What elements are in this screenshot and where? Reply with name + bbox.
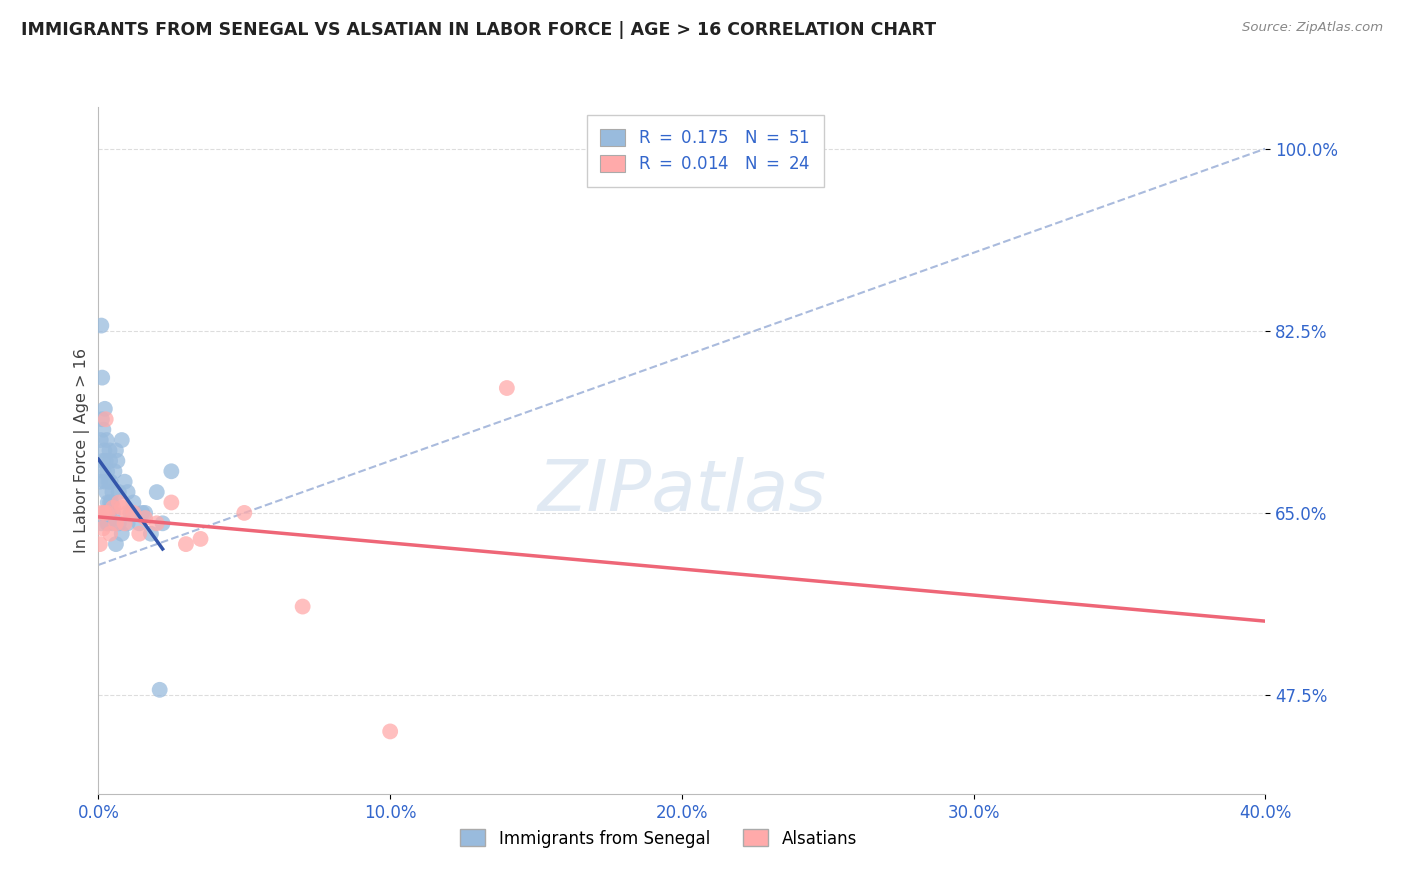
Point xyxy=(90,506,112,520)
Point xyxy=(98,506,121,520)
Point xyxy=(89,475,111,489)
Point xyxy=(97,516,120,531)
Point xyxy=(96,506,118,520)
Point xyxy=(96,433,118,447)
Point xyxy=(96,516,118,531)
Point xyxy=(114,516,136,531)
Point xyxy=(100,475,122,489)
Point xyxy=(190,532,212,546)
Point xyxy=(139,526,162,541)
Point xyxy=(98,443,121,458)
Point xyxy=(149,682,172,697)
Point xyxy=(93,443,115,458)
Point xyxy=(89,537,111,551)
Point xyxy=(93,423,115,437)
Point xyxy=(117,485,139,500)
Point xyxy=(94,475,117,489)
Point xyxy=(93,506,115,520)
Point xyxy=(111,526,134,541)
Point xyxy=(114,475,136,489)
Point xyxy=(108,485,131,500)
Point xyxy=(94,454,117,468)
Point xyxy=(91,370,114,384)
Point xyxy=(146,485,169,500)
Point xyxy=(103,464,125,478)
Point xyxy=(90,516,112,531)
Point xyxy=(93,464,115,478)
Point xyxy=(90,412,112,426)
Point xyxy=(160,495,183,509)
Point xyxy=(233,506,256,520)
Point xyxy=(97,475,120,489)
Point xyxy=(111,500,134,515)
Point xyxy=(291,599,314,614)
Point xyxy=(122,506,145,520)
Point xyxy=(380,724,402,739)
Y-axis label: In Labor Force | Age > 16: In Labor Force | Age > 16 xyxy=(75,348,90,553)
Point xyxy=(98,526,121,541)
Point xyxy=(128,526,150,541)
Point xyxy=(117,506,139,520)
Point xyxy=(91,454,114,468)
Text: IMMIGRANTS FROM SENEGAL VS ALSATIAN IN LABOR FORCE | AGE > 16 CORRELATION CHART: IMMIGRANTS FROM SENEGAL VS ALSATIAN IN L… xyxy=(21,21,936,39)
Point xyxy=(122,495,145,509)
Point xyxy=(101,506,124,520)
Point xyxy=(160,464,183,478)
Point xyxy=(96,485,118,500)
Point xyxy=(146,516,169,531)
Point xyxy=(101,485,124,500)
Point xyxy=(98,454,121,468)
Point xyxy=(104,537,127,551)
Point xyxy=(108,516,131,531)
Point xyxy=(104,516,127,531)
Text: ZIPatlas: ZIPatlas xyxy=(537,458,827,526)
Point xyxy=(100,495,122,509)
Point xyxy=(101,500,124,515)
Point xyxy=(97,495,120,509)
Point xyxy=(496,381,519,395)
Point xyxy=(93,506,115,520)
Point xyxy=(111,433,134,447)
Point xyxy=(131,506,153,520)
Point xyxy=(96,464,118,478)
Point xyxy=(101,516,124,531)
Point xyxy=(90,433,112,447)
Point xyxy=(108,495,131,509)
Point xyxy=(134,511,156,525)
Point xyxy=(128,516,150,531)
Point xyxy=(105,454,128,468)
Point xyxy=(94,412,117,426)
Legend: Immigrants from Senegal, Alsatians: Immigrants from Senegal, Alsatians xyxy=(454,822,863,855)
Point xyxy=(152,516,174,531)
Point xyxy=(120,506,142,520)
Point xyxy=(91,521,114,535)
Point xyxy=(94,401,117,416)
Point xyxy=(134,506,156,520)
Point xyxy=(117,516,139,531)
Point xyxy=(90,318,112,333)
Point xyxy=(174,537,197,551)
Point xyxy=(104,443,127,458)
Text: Source: ZipAtlas.com: Source: ZipAtlas.com xyxy=(1243,21,1384,35)
Point xyxy=(98,495,121,509)
